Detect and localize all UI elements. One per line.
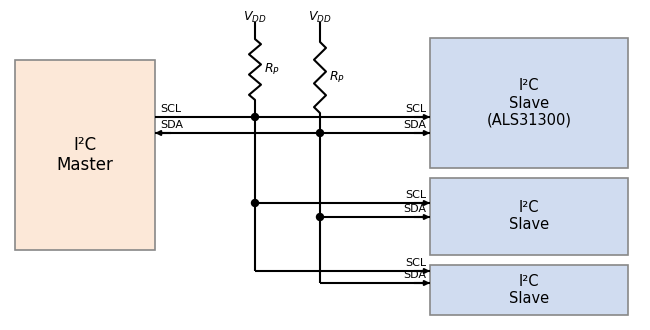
- Text: SDA: SDA: [403, 270, 426, 280]
- Text: $V_{DD}$: $V_{DD}$: [308, 10, 332, 25]
- Text: SDA: SDA: [160, 120, 183, 130]
- Text: SCL: SCL: [405, 258, 426, 268]
- Text: $V_{DD}$: $V_{DD}$: [243, 10, 266, 25]
- Circle shape: [252, 200, 259, 207]
- Text: I²C
Master: I²C Master: [57, 136, 114, 174]
- Text: SCL: SCL: [405, 190, 426, 200]
- Text: $R_P$: $R_P$: [329, 70, 345, 85]
- Text: SDA: SDA: [403, 120, 426, 130]
- Text: I²C
Slave
(ALS31300): I²C Slave (ALS31300): [486, 78, 571, 128]
- Circle shape: [317, 129, 324, 137]
- Text: SDA: SDA: [403, 204, 426, 214]
- Text: SCL: SCL: [405, 104, 426, 114]
- Bar: [430, 38, 628, 168]
- Circle shape: [317, 214, 324, 220]
- Bar: [430, 265, 628, 315]
- Bar: [15, 60, 155, 250]
- Text: SCL: SCL: [160, 104, 181, 114]
- Text: I²C
Slave: I²C Slave: [509, 274, 549, 306]
- Text: I²C
Slave: I²C Slave: [509, 200, 549, 232]
- Circle shape: [252, 114, 259, 120]
- Text: $R_P$: $R_P$: [264, 62, 280, 77]
- Bar: [430, 178, 628, 255]
